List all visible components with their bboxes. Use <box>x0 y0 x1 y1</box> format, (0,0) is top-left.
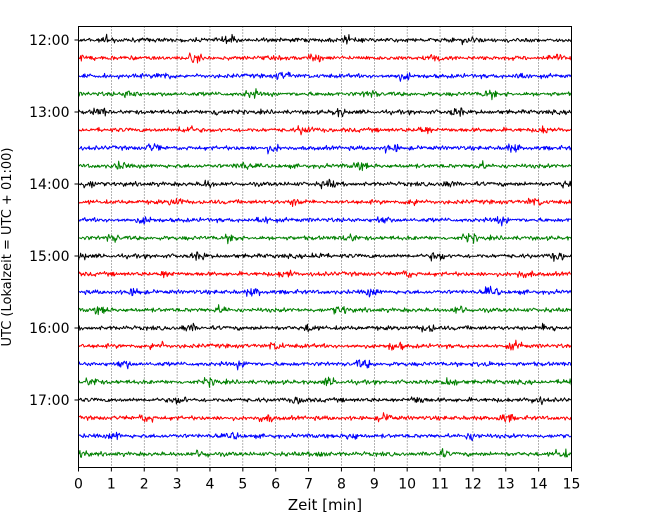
seismic-trace <box>78 233 572 245</box>
seismic-trace <box>78 107 572 118</box>
seismic-trace <box>78 178 572 190</box>
seismic-trace <box>78 448 572 458</box>
x-tick-label: 8 <box>337 477 346 493</box>
y-tick-label: 17:00 <box>29 393 69 409</box>
x-tick-label: 5 <box>238 477 247 493</box>
y-tick-label: 14:00 <box>29 177 69 193</box>
seismic-trace <box>78 71 572 82</box>
x-tick-label: 15 <box>563 477 581 493</box>
x-tick-label: 1 <box>107 477 116 493</box>
seismic-trace <box>78 251 572 262</box>
seismic-trace <box>78 143 572 155</box>
seismic-trace <box>78 285 572 298</box>
seismic-trace <box>78 322 572 333</box>
x-tick-label: 2 <box>140 477 149 493</box>
seismic-trace <box>78 339 572 351</box>
x-tick-label: 3 <box>173 477 182 493</box>
seismic-trace <box>78 269 572 279</box>
seismic-trace <box>78 396 572 406</box>
seismic-trace <box>78 359 572 371</box>
seismic-trace <box>78 125 572 136</box>
seismic-trace <box>78 216 572 227</box>
seismic-trace <box>78 33 572 46</box>
seismic-trace <box>78 160 572 172</box>
plot-frame <box>78 26 572 468</box>
seismic-trace <box>78 412 572 423</box>
seismic-trace <box>78 376 572 388</box>
y-tick-label: 13:00 <box>29 105 69 121</box>
x-axis-ticks: 0 1 2 3 4 5 6 7 8 9 10 11 12 13 14 15 <box>74 467 581 493</box>
x-tick-label: 0 <box>74 477 83 493</box>
y-axis-label: UTC (Lokalzeit = UTC + 01:00) <box>0 148 15 347</box>
y-axis-ticks: 12:00 13:00 14:00 15:00 16:00 17:00 <box>29 33 79 409</box>
x-tick-label: 12 <box>464 477 482 493</box>
x-tick-label: 13 <box>497 477 515 493</box>
seismic-trace <box>78 197 572 208</box>
x-tick-label: 9 <box>370 477 379 493</box>
seismic-trace <box>78 304 572 316</box>
y-tick-label: 12:00 <box>29 33 69 49</box>
x-tick-label: 10 <box>398 477 416 493</box>
y-tick-label: 16:00 <box>29 321 69 337</box>
seismic-trace <box>78 52 572 64</box>
x-tick-label: 6 <box>271 477 280 493</box>
seismic-traces <box>78 33 572 458</box>
x-tick-label: 4 <box>206 477 215 493</box>
y-tick-label: 15:00 <box>29 249 69 265</box>
seismic-trace <box>78 431 572 442</box>
x-tick-label: 7 <box>304 477 313 493</box>
seismic-trace <box>78 88 572 101</box>
x-tick-label: 11 <box>431 477 449 493</box>
x-axis-label: Zeit [min] <box>288 496 362 514</box>
x-tick-label: 14 <box>530 477 548 493</box>
